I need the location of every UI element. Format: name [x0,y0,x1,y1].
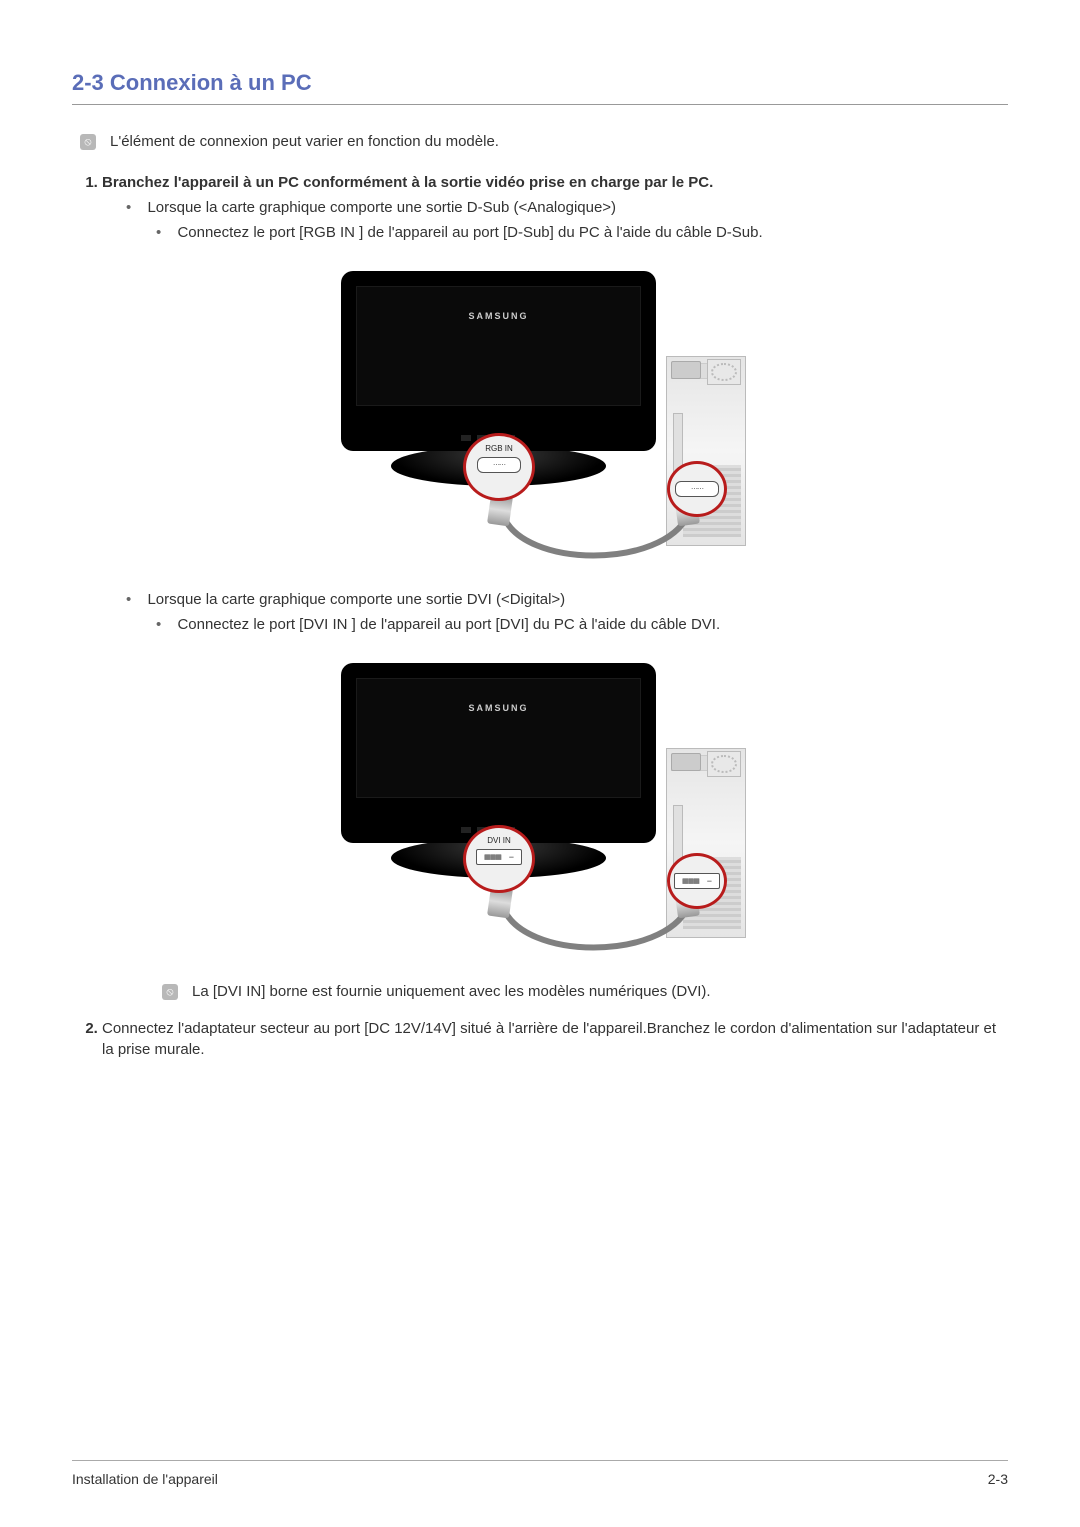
heading-rule [72,104,1008,105]
step-2: Connectez l'adaptateur secteur au port [… [102,1018,1008,1060]
step-1: Branchez l'appareil à un PC conformément… [102,174,1008,1000]
dsub-heading: Lorsque la carte graphique comporte une … [147,199,616,216]
note-text: L'élément de connexion peut varier en fo… [110,133,499,150]
note-icon [80,134,96,150]
monitor-brand: SAMSUNG [341,311,656,321]
step-1-text: Branchez l'appareil à un PC conformément… [102,174,713,191]
tower-port-callout [667,853,727,909]
monitor-screen [356,286,641,406]
monitor-port-callout: RGB IN [463,433,535,501]
port-label-rgb: RGB IN [485,444,513,453]
dsub-item: Lorsque la carte graphique comporte une … [126,199,1008,561]
section-heading: 2-3 Connexion à un PC [72,70,1008,96]
footer-right: 2-3 [988,1471,1008,1487]
figure-rgb-connection: SAMSUNG RGB IN [341,271,741,561]
dvi-detail: Connectez le port [DVI IN ] de l'apparei… [177,616,720,633]
step-2-text: Connectez l'adaptateur secteur au port [… [102,1020,996,1058]
dsub-detail-item: Connectez le port [RGB IN ] de l'apparei… [156,224,1008,241]
cable-icon [493,901,693,951]
dsub-detail: Connectez le port [RGB IN ] de l'apparei… [177,224,762,241]
figure-dvi-connection: SAMSUNG DVI IN [341,663,741,953]
dvi-port-icon [674,873,720,889]
port-label-dvi: DVI IN [487,836,511,845]
tower-port-callout [667,461,727,517]
dvi-detail-item: Connectez le port [DVI IN ] de l'apparei… [156,616,1008,633]
monitor-brand: SAMSUNG [341,703,656,713]
monitor: SAMSUNG [341,663,656,843]
dvi-item: Lorsque la carte graphique comporte une … [126,591,1008,1000]
vga-port-icon [675,481,719,497]
cable-icon [493,509,693,559]
dvi-port-icon [476,849,522,865]
dvi-heading: Lorsque la carte graphique comporte une … [147,591,565,608]
note-icon [162,984,178,1000]
monitor-screen [356,678,641,798]
dvi-note-text: La [DVI IN] borne est fournie uniquement… [192,983,711,1000]
vga-port-icon [477,457,521,473]
monitor: SAMSUNG [341,271,656,451]
monitor-port-callout: DVI IN [463,825,535,893]
footer-left: Installation de l'appareil [72,1471,218,1487]
